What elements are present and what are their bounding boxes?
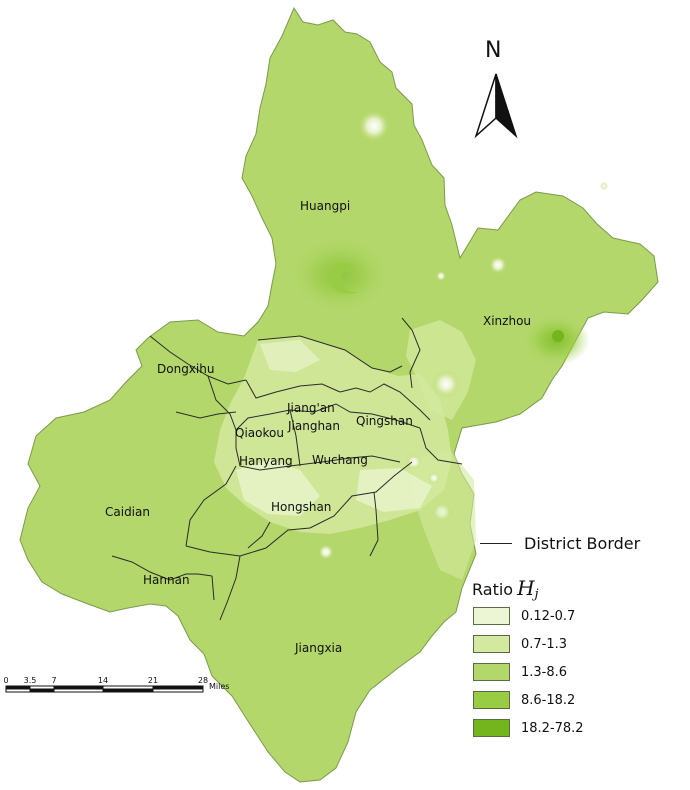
legend-title-symbol: H	[517, 576, 535, 600]
legend-item: 0.12-0.7	[473, 606, 575, 626]
scale-bar-graphic	[5, 685, 204, 693]
scale-tick: 3.5	[23, 676, 37, 685]
scale-tick: 0	[3, 676, 9, 685]
district-borders	[111, 317, 463, 621]
scale-unit: Miles	[209, 682, 230, 691]
district-label-jianghan: Jianghan	[287, 419, 340, 433]
district-label-wuchang: Wuchang	[312, 453, 368, 467]
legend-swatch	[473, 663, 510, 681]
urban-core-shading	[214, 320, 476, 580]
legend-title-text: Ratio	[472, 580, 514, 599]
legend-item-label: 8.6-18.2	[521, 692, 576, 708]
hotspots	[290, 110, 608, 560]
legend-title-subscript: j	[534, 587, 539, 602]
legend-district-border: District Border	[480, 534, 640, 553]
district-label-hanyang: Hanyang	[239, 454, 293, 468]
north-arrow-icon	[474, 73, 518, 139]
scale-tick: 7	[51, 676, 57, 685]
district-label-hongshan: Hongshan	[271, 500, 331, 514]
legend-item-label: 18.2-78.2	[521, 720, 584, 736]
north-label: N	[485, 38, 502, 63]
district-label-huangpi: Huangpi	[300, 199, 350, 213]
legend-item-label: 1.3-8.6	[521, 664, 568, 680]
scale-tick: 21	[147, 676, 159, 685]
district-label-qingshan: Qingshan	[356, 414, 413, 428]
legend-item: 8.6-18.2	[473, 690, 575, 710]
legend-item-label: 0.7-1.3	[521, 636, 568, 652]
district-label-dongxihu: Dongxihu	[157, 362, 214, 376]
legend-swatch	[473, 691, 510, 709]
legend-swatch	[473, 607, 510, 625]
legend-swatch	[473, 635, 510, 653]
scale-tick: 14	[97, 676, 109, 685]
scale-tick: 28	[197, 676, 209, 685]
legend-swatch	[473, 719, 510, 737]
district-label-xinzhou: Xinzhou	[483, 314, 531, 328]
legend-border-label: District Border	[524, 534, 641, 553]
legend-title: Ratio Hj	[472, 576, 539, 602]
district-label-jiangan: Jiang'an	[286, 401, 335, 415]
legend-item: 1.3-8.6	[473, 662, 567, 682]
legend-item: 0.7-1.3	[473, 634, 567, 654]
district-label-caidian: Caidian	[105, 505, 150, 519]
district-labels: Huangpi Xinzhou Dongxihu Jiang'an Jiangh…	[105, 199, 531, 655]
legend-border-line	[480, 543, 512, 544]
legend-item: 18.2-78.2	[473, 718, 584, 738]
district-label-hannan: Hannan	[143, 573, 190, 587]
district-label-jiangxia: Jiangxia	[294, 641, 342, 655]
legend-item-label: 0.12-0.7	[521, 608, 576, 624]
district-label-qiaokou: Qiaokou	[235, 426, 284, 440]
